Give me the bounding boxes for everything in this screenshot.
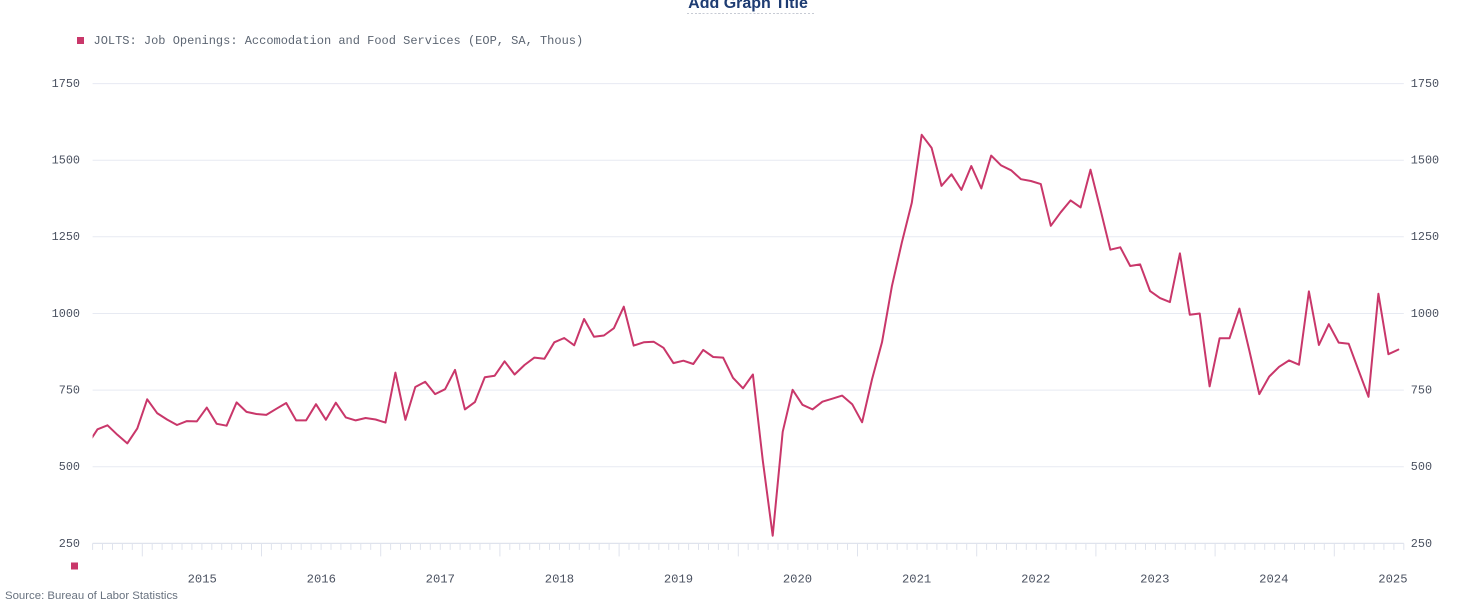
- svg-text:2025: 2025: [1378, 573, 1407, 587]
- svg-text:250: 250: [59, 537, 80, 551]
- svg-text:1750: 1750: [1411, 77, 1439, 91]
- svg-text:1250: 1250: [1411, 230, 1439, 244]
- svg-text:1500: 1500: [52, 154, 80, 168]
- svg-text:750: 750: [1411, 384, 1432, 398]
- svg-text:1250: 1250: [52, 230, 80, 244]
- svg-text:250: 250: [1411, 537, 1432, 551]
- svg-text:2016: 2016: [307, 573, 336, 587]
- svg-text:2019: 2019: [664, 573, 693, 587]
- svg-text:750: 750: [59, 384, 80, 398]
- svg-text:2020: 2020: [783, 573, 812, 587]
- svg-text:2021: 2021: [902, 573, 931, 587]
- svg-text:1000: 1000: [1411, 307, 1439, 321]
- svg-text:500: 500: [1411, 460, 1432, 474]
- svg-text:2023: 2023: [1140, 573, 1169, 587]
- svg-text:2018: 2018: [545, 573, 574, 587]
- svg-text:1750: 1750: [52, 77, 80, 91]
- svg-text:2015: 2015: [188, 573, 217, 587]
- svg-text:500: 500: [59, 460, 80, 474]
- svg-text:2017: 2017: [426, 573, 455, 587]
- svg-text:1000: 1000: [52, 307, 80, 321]
- svg-text:1500: 1500: [1411, 154, 1439, 168]
- svg-text:2024: 2024: [1259, 573, 1288, 587]
- svg-text:2022: 2022: [1021, 573, 1050, 587]
